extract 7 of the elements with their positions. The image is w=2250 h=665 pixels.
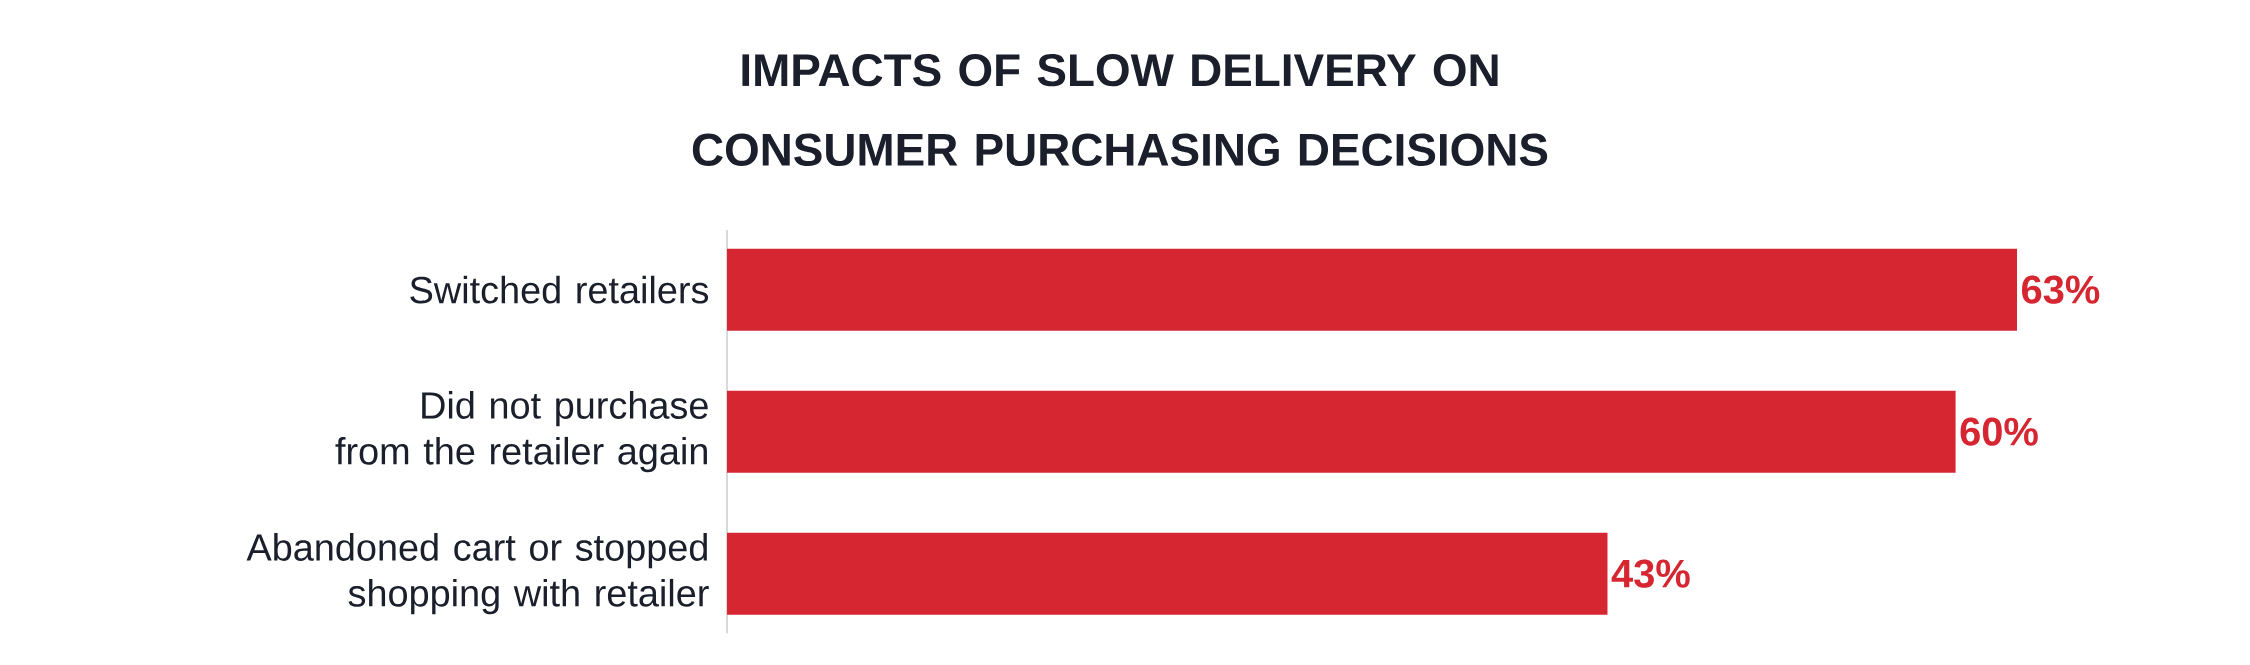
- chart-title: IMPACTS OF SLOW DELIVERY ON CONSUMER PURCHASING DECISIONS: [692, 53, 1548, 167]
- y-tick-label: Switched retailers: [410, 275, 709, 304]
- y-tick-label: Did not purchase from the retailer again: [335, 391, 708, 473]
- data-label: 43%: [1611, 559, 1690, 588]
- data-label: 63%: [2022, 275, 2100, 304]
- data-label: 60%: [1960, 417, 2038, 446]
- y-tick-label: Abandoned cart or stopped shopping with retailer: [246, 533, 709, 615]
